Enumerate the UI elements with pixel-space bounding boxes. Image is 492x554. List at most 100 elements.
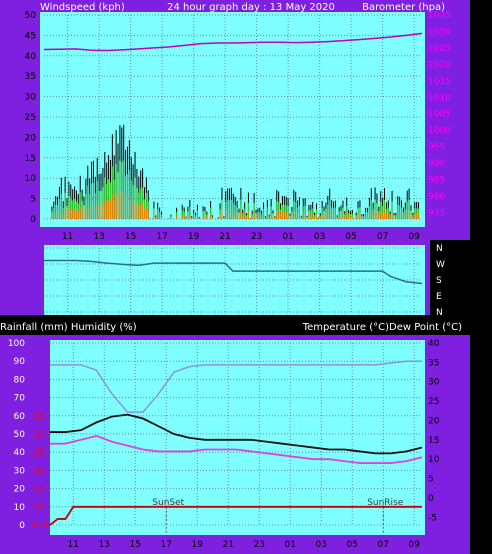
top-x-tick-label: 07 xyxy=(377,232,388,242)
bottom-x-tick-label: 07 xyxy=(378,540,389,550)
direction-series xyxy=(44,259,423,285)
rain-tick-label: 25 xyxy=(33,448,44,458)
direction-tick-label: S xyxy=(436,276,442,286)
temperature-tick-label: 5 xyxy=(428,475,434,485)
top-left-tick-label: 25 xyxy=(25,113,36,123)
top-left-tick-label: 30 xyxy=(25,93,37,103)
temperature-tick-label: 35 xyxy=(428,358,439,368)
top-x-tick-label: 17 xyxy=(156,232,167,242)
top-left-tick-label: 20 xyxy=(25,133,37,143)
humidity-tick-label: 40 xyxy=(14,448,26,458)
top-left-tick-label: 10 xyxy=(25,174,37,184)
top-right-tick-label: 1010 xyxy=(428,93,451,103)
humidity-tick-label: 10 xyxy=(14,503,26,513)
temperature-tick-label: 40 xyxy=(428,339,440,349)
top-x-tick-label: 11 xyxy=(62,232,73,242)
top-x-tick-label: 23 xyxy=(251,232,262,242)
rain-tick-label: 35 xyxy=(33,412,44,422)
top-left-tick-label: 0 xyxy=(30,215,36,225)
humidity-tick-label: 90 xyxy=(14,357,26,367)
top-right-tick-label: 1005 xyxy=(428,110,451,120)
middle-grid xyxy=(44,247,422,313)
bottom-plot-area xyxy=(50,340,425,535)
bottom-left-label: Rainfall (mm) Humidity (%) xyxy=(0,322,137,333)
humidity-tick-label: 70 xyxy=(14,394,26,404)
top-right-tick-label: 1025 xyxy=(428,44,451,54)
direction-tick-label: W xyxy=(436,260,445,270)
humidity-line xyxy=(50,360,422,413)
temperature-tick-label: 30 xyxy=(428,378,440,388)
top-left-tick-label: 45 xyxy=(25,31,36,41)
humidity-tick-label: 80 xyxy=(14,375,26,385)
bottom-x-tick-label: 17 xyxy=(161,540,172,550)
rain-tick-label: 20 xyxy=(33,466,45,476)
wind-direction-line xyxy=(44,259,423,285)
top-left-label: Windspeed (kph) xyxy=(40,2,125,13)
rain-tick-label: 10 xyxy=(33,503,45,513)
bottom-x-tick-label: 23 xyxy=(254,540,265,550)
direction-tick-label: N xyxy=(436,308,443,318)
bottom-x-tick-label: 15 xyxy=(130,540,141,550)
temperature-line xyxy=(50,413,423,455)
bottom-x-tick-label: 01 xyxy=(285,540,296,550)
temperature-tick-label: 0 xyxy=(428,494,434,504)
top-left-tick-label: 5 xyxy=(30,195,36,205)
top-x-tick-label: 13 xyxy=(93,232,104,242)
humidity-tick-label: 100 xyxy=(8,339,25,349)
temperature-tick-label: 10 xyxy=(428,455,440,465)
humidity-tick-label: 30 xyxy=(14,466,26,476)
sun-annotation: SunSet xyxy=(152,498,184,508)
temperature-tick-label: 15 xyxy=(428,436,439,446)
bottom-series xyxy=(49,360,423,526)
rain-tick-label: 30 xyxy=(33,430,45,440)
top-right-tick-label: 1000 xyxy=(428,126,451,136)
bottom-x-tick-label: 03 xyxy=(316,540,327,550)
humidity-tick-label: 20 xyxy=(14,485,26,495)
top-x-tick-label: 01 xyxy=(282,232,293,242)
rainfall-line xyxy=(49,505,422,526)
top-x-tick-label: 05 xyxy=(345,232,356,242)
top-x-tick-label: 03 xyxy=(314,232,325,242)
top-x-tick-label: 21 xyxy=(219,232,230,242)
top-left-tick-label: 15 xyxy=(25,154,36,164)
barometer-series xyxy=(43,32,423,52)
top-right-tick-label: 985 xyxy=(428,176,445,186)
top-right-tick-label: 980 xyxy=(428,192,445,202)
rain-tick-label: 15 xyxy=(33,485,44,495)
top-x-tick-label: 09 xyxy=(408,232,420,242)
top-plot-area xyxy=(40,12,425,227)
bottom-x-tick-label: 09 xyxy=(409,540,421,550)
sun-annotation: SunRise xyxy=(367,498,404,508)
barometer-line xyxy=(43,32,423,52)
top-right-tick-label: 995 xyxy=(428,143,445,153)
bottom-x-tick-label: 21 xyxy=(223,540,234,550)
wind-bars xyxy=(51,124,420,219)
top-x-tick-label: 19 xyxy=(188,232,200,242)
humidity-tick-label: 60 xyxy=(14,412,26,422)
temperature-tick-label: 20 xyxy=(428,416,440,426)
top-x-tick-label: 15 xyxy=(125,232,136,242)
bottom-x-tick-label: 05 xyxy=(347,540,358,550)
top-right-tick-label: 975 xyxy=(428,208,445,218)
top-right-tick-label: 1030 xyxy=(428,27,451,37)
temperature-tick-label: 25 xyxy=(428,397,439,407)
bottom-x-tick-label: 11 xyxy=(68,540,79,550)
bottom-axes: 11 13 15 17 19 21 23 01 03 05 07 090102030405060708… xyxy=(8,339,440,550)
rain-tick-label: 0.0 xyxy=(33,521,48,531)
top-axes: 11 13 15 17 19 21 23 01 03 05 07 090510152025303540… xyxy=(25,11,452,242)
direction-tick-label: N xyxy=(436,244,443,254)
humidity-tick-label: 0 xyxy=(19,521,25,531)
direction-tick-label: E xyxy=(436,292,442,302)
temperature-tick-label: -5 xyxy=(428,513,437,523)
top-left-tick-label: 40 xyxy=(25,52,37,62)
top-right-label: Barometer (hpa) xyxy=(362,2,445,13)
top-left-tick-label: 50 xyxy=(25,11,37,21)
bottom-x-tick-label: 19 xyxy=(192,540,204,550)
top-right-tick-label: 1020 xyxy=(428,60,451,70)
bottom-right-label: Temperature (°C)Dew Point (°C) xyxy=(302,322,462,333)
top-right-tick-label: 990 xyxy=(428,159,445,169)
top-right-tick-label: 1035 xyxy=(428,11,451,21)
top-title: 24 hour graph day : 13 May 2020 xyxy=(167,2,335,13)
